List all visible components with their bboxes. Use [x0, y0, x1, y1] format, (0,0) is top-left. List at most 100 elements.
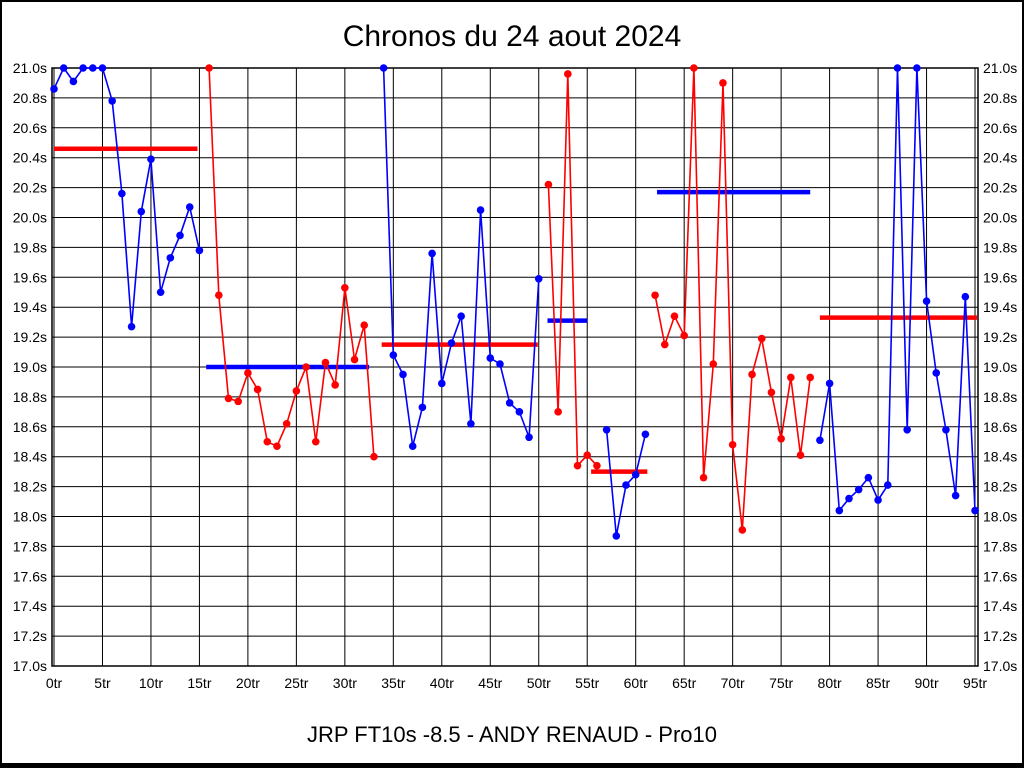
stint-3-lap-50-marker: [534, 274, 543, 283]
stint-7-lap-93-marker: [951, 491, 960, 500]
stint-5-lap-58-marker: [612, 532, 621, 540]
stint-1-lap-7-marker: [118, 189, 126, 198]
stint-6-lap-65-marker: [680, 331, 688, 340]
y-tick-label-left: 17.0s: [13, 658, 47, 674]
x-tick-label: 5tr: [94, 675, 111, 691]
stint-4-lap-52-marker: [554, 408, 562, 416]
y-tick-label-right: 20.6s: [983, 120, 1017, 136]
y-tick-label-right: 21.0s: [983, 60, 1017, 76]
stint-3-line: [382, 67, 540, 447]
y-tick-label-right: 20.4s: [983, 150, 1017, 166]
y-tick-label-left: 18.0s: [13, 509, 47, 525]
stint-2-lap-22-marker: [263, 437, 272, 446]
stint-7-lap-94-marker: [961, 292, 970, 301]
stint-1-lap-3-marker: [79, 64, 87, 72]
y-tick-label-left: 21.0s: [13, 60, 47, 76]
stint-5-lap-57-marker: [602, 425, 611, 434]
stint-2-lap-18-marker: [224, 394, 233, 403]
stint-2-lap-19-marker: [234, 397, 243, 406]
stint-6-lap-63-marker: [660, 340, 669, 349]
stint-6-lap-72-marker: [748, 370, 756, 379]
stint-3-lap-48-marker: [515, 408, 524, 416]
stint-1-lap-14-marker: [185, 203, 194, 211]
stint-4-lap-53-marker: [564, 70, 572, 78]
stint-2-lap-29-marker: [331, 381, 339, 389]
stint-3-lap-35-marker: [389, 351, 398, 359]
stint-3-lap-39-marker: [428, 249, 436, 258]
stint-1-lap-0-marker: [50, 85, 58, 93]
stint-4-line: [547, 73, 598, 468]
y-tick-label-left: 20.4s: [13, 150, 47, 166]
stint-6-lap-73-marker: [757, 334, 766, 343]
stint-7-lap-89-marker: [913, 64, 921, 72]
stint-7-line: [819, 67, 976, 513]
y-tick-label-right: 19.0s: [983, 359, 1017, 375]
stint-2-lap-30-marker: [341, 283, 349, 292]
stint-1-lap-12-marker: [166, 254, 175, 262]
stint-2-lap-28-marker: [321, 358, 330, 367]
stint-1-lap-8-marker: [127, 322, 136, 331]
y-tick-label-right: 18.4s: [983, 449, 1017, 465]
x-tick-label: 95tr: [963, 675, 987, 691]
stint-1-lap-4-marker: [88, 64, 97, 72]
stint-3-lap-36-marker: [399, 370, 407, 379]
y-tick-label-left: 20.8s: [13, 90, 47, 106]
stint-1-line: [53, 66, 201, 327]
y-tick-label-right: 18.6s: [983, 419, 1017, 435]
y-tick-label-right: 19.2s: [983, 329, 1017, 345]
x-tick-label: 90tr: [914, 675, 938, 691]
y-tick-label-left: 19.6s: [13, 269, 47, 285]
y-tick-label-left: 18.8s: [13, 389, 47, 405]
x-tick-label: 80tr: [818, 675, 842, 691]
stint-3-lap-47-marker: [505, 399, 514, 407]
x-tick-label: 85tr: [866, 675, 890, 691]
x-tick-label: 25tr: [284, 675, 308, 691]
y-tick-label-right: 17.4s: [983, 598, 1017, 614]
x-tick-label: 55tr: [575, 675, 599, 691]
y-tick-label-left: 18.4s: [13, 449, 47, 465]
stint-4-lap-56-marker: [593, 461, 601, 470]
stint-6-lap-74-marker: [767, 388, 776, 397]
stint-2-lap-25-marker: [292, 387, 301, 395]
y-tick-label-left: 20.0s: [13, 210, 47, 226]
y-tick-label-right: 17.2s: [983, 628, 1017, 644]
x-tick-label: 50tr: [527, 675, 551, 691]
stint-2-lap-17-marker: [215, 291, 223, 300]
x-tick-label: 70tr: [721, 675, 745, 691]
stint-7-lap-88-marker: [903, 425, 911, 434]
y-tick-label-right: 19.8s: [983, 239, 1017, 255]
stint-1-lap-2-marker: [69, 77, 78, 86]
x-tick-label: 60tr: [624, 675, 648, 691]
y-tick-label-right: 20.8s: [983, 90, 1017, 106]
stint-1-lap-9-marker: [137, 207, 146, 216]
y-tick-label-right: 17.8s: [983, 538, 1017, 554]
y-tick-label-left: 17.8s: [13, 538, 47, 554]
stint-3-lap-49-marker: [525, 433, 533, 442]
stint-3-lap-43-marker: [467, 420, 475, 428]
y-tick-label-left: 19.0s: [13, 359, 47, 375]
stint-7-lap-91-marker: [932, 369, 941, 377]
y-tick-label-left: 18.6s: [13, 419, 47, 435]
x-tick-label: 45tr: [478, 675, 502, 691]
stint-2-lap-23-marker: [273, 442, 281, 451]
stint-3-lap-41-marker: [447, 339, 456, 347]
y-tick-label-left: 17.2s: [13, 628, 47, 644]
stint-7-lap-84-marker: [864, 473, 873, 482]
stint-3-lap-34-marker: [379, 64, 388, 72]
x-tick-label: 20tr: [236, 675, 260, 691]
stint-7-lap-95-marker: [971, 506, 979, 515]
stint-6-lap-62-marker: [651, 291, 659, 300]
stint-3-lap-40-marker: [438, 379, 446, 388]
plot-border: [51, 67, 979, 667]
stint-7-lap-85-marker: [874, 496, 882, 504]
stint-6-lap-76-marker: [787, 373, 795, 382]
x-tick-label: 75tr: [769, 675, 793, 691]
stint-7-lap-83-marker: [854, 485, 863, 494]
y-tick-label-right: 18.2s: [983, 479, 1017, 495]
stint-6-lap-77-marker: [796, 451, 805, 460]
stint-1-lap-11-marker: [156, 288, 165, 297]
stint-2-lap-20-marker: [244, 369, 252, 377]
y-tick-label-right: 17.6s: [983, 568, 1017, 584]
y-tick-label-left: 20.6s: [13, 120, 47, 136]
